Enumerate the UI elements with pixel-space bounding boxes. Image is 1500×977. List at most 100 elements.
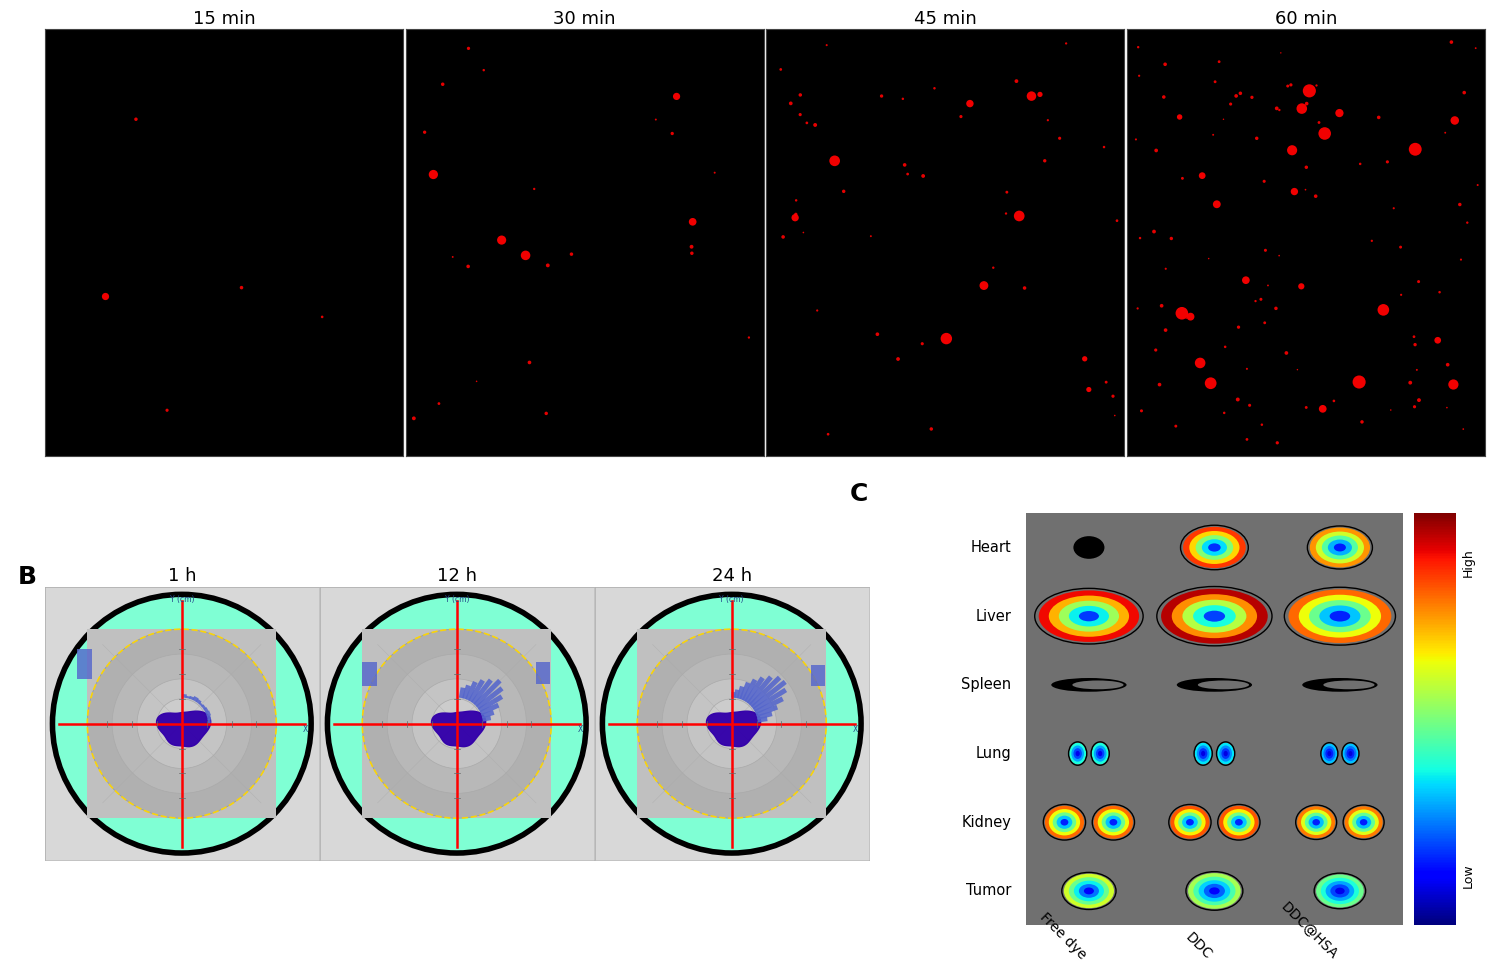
Text: Liver: Liver	[975, 609, 1011, 623]
Ellipse shape	[1070, 743, 1086, 764]
Ellipse shape	[1310, 528, 1370, 568]
Polygon shape	[468, 679, 484, 702]
Point	[1154, 322, 1178, 338]
Point	[465, 373, 489, 389]
Point	[1250, 291, 1274, 307]
Ellipse shape	[1328, 751, 1332, 756]
Text: C: C	[849, 482, 868, 506]
Point	[1290, 278, 1314, 294]
Point	[471, 63, 495, 78]
Ellipse shape	[1074, 536, 1104, 559]
Point	[1092, 140, 1116, 155]
Point	[822, 153, 846, 169]
Point	[522, 181, 546, 196]
Polygon shape	[756, 711, 772, 720]
Point	[681, 214, 705, 230]
Point	[784, 206, 808, 222]
Point	[1005, 73, 1029, 89]
Point	[456, 259, 480, 275]
Text: X: X	[578, 725, 582, 734]
Point	[1360, 233, 1384, 248]
Ellipse shape	[1110, 819, 1118, 826]
Ellipse shape	[1322, 877, 1359, 904]
Point	[1298, 83, 1322, 99]
Point	[1174, 311, 1198, 326]
Ellipse shape	[1078, 884, 1100, 898]
Point	[1280, 143, 1304, 158]
Ellipse shape	[1227, 812, 1251, 832]
Ellipse shape	[1059, 601, 1119, 632]
Point	[958, 96, 982, 111]
Bar	[87, 629, 276, 818]
Point	[1402, 399, 1426, 414]
Point	[806, 303, 830, 319]
Ellipse shape	[1060, 819, 1068, 826]
Ellipse shape	[1302, 678, 1377, 692]
Point	[1376, 154, 1400, 170]
Polygon shape	[195, 699, 201, 704]
Point	[736, 329, 760, 345]
Point	[1198, 375, 1222, 391]
Ellipse shape	[1186, 819, 1194, 826]
Point	[910, 168, 934, 184]
Point	[910, 336, 934, 352]
Point	[1306, 114, 1330, 130]
Point	[1286, 361, 1310, 377]
Polygon shape	[156, 711, 210, 746]
Point	[1245, 131, 1269, 147]
Point	[892, 157, 916, 173]
Point	[1154, 261, 1178, 276]
Point	[1149, 298, 1173, 314]
Point	[1126, 68, 1150, 84]
Ellipse shape	[1198, 680, 1249, 689]
Ellipse shape	[1348, 751, 1353, 756]
Point	[1170, 171, 1194, 187]
Ellipse shape	[1299, 595, 1382, 638]
Point	[310, 309, 334, 324]
Ellipse shape	[1232, 816, 1246, 828]
Point	[1290, 101, 1314, 116]
Title: 15 min: 15 min	[192, 10, 255, 27]
Circle shape	[706, 699, 756, 748]
Point	[1402, 142, 1426, 157]
Ellipse shape	[1216, 743, 1234, 764]
Ellipse shape	[1056, 816, 1072, 828]
Ellipse shape	[1316, 874, 1364, 908]
Point	[664, 89, 688, 105]
Point	[1269, 45, 1293, 61]
Ellipse shape	[1190, 531, 1239, 564]
Point	[1190, 352, 1214, 367]
Text: Y (cm): Y (cm)	[720, 595, 744, 604]
Point	[560, 246, 584, 262]
Point	[1167, 109, 1191, 125]
Point	[1047, 131, 1071, 147]
Point	[1252, 174, 1276, 190]
Text: X: X	[852, 725, 858, 734]
Ellipse shape	[1209, 887, 1219, 895]
Ellipse shape	[1070, 877, 1108, 905]
Text: DDC@HSA: DDC@HSA	[1278, 900, 1340, 962]
Point	[1234, 361, 1258, 377]
Point	[456, 41, 480, 57]
Point	[660, 126, 684, 142]
Ellipse shape	[1322, 743, 1338, 764]
Point	[1252, 315, 1276, 330]
Point	[784, 192, 808, 208]
Title: 30 min: 30 min	[554, 10, 616, 27]
Point	[789, 87, 813, 103]
Point	[1402, 329, 1426, 345]
Point	[1106, 213, 1130, 229]
Point	[1425, 332, 1449, 348]
Point	[920, 421, 944, 437]
Point	[1305, 78, 1329, 94]
Point	[427, 396, 451, 411]
Ellipse shape	[1074, 748, 1082, 759]
Point	[680, 239, 703, 255]
Polygon shape	[748, 676, 782, 707]
Point	[859, 229, 883, 244]
Ellipse shape	[1348, 810, 1378, 835]
Point	[1406, 362, 1429, 378]
Ellipse shape	[1076, 751, 1080, 756]
Point	[1240, 90, 1264, 106]
Title: 60 min: 60 min	[1275, 10, 1338, 27]
